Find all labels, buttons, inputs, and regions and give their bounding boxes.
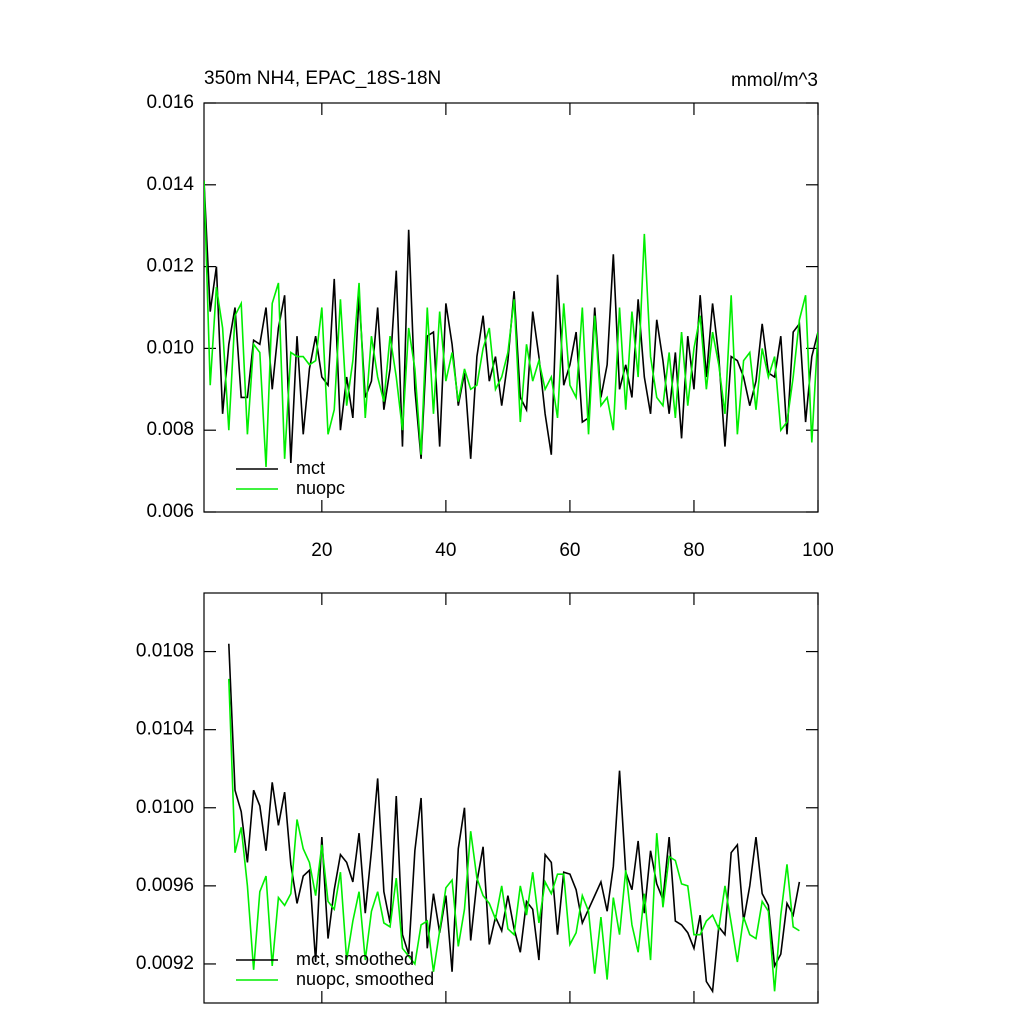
data-line	[228, 678, 800, 992]
y-tick-label: 0.014	[146, 174, 194, 195]
y-tick-label: 0.0104	[136, 719, 195, 740]
series-group	[228, 643, 801, 994]
y-tick-label: 0.012	[146, 256, 194, 277]
legend-label: mct, smoothed	[296, 949, 414, 969]
y-tick-label: 0.016	[146, 92, 194, 113]
y-tick-label: 0.0100	[136, 797, 194, 818]
x-tick-label: 20	[311, 540, 332, 561]
legend-label: nuopc, smoothed	[296, 969, 434, 989]
x-tick-label: 40	[435, 540, 456, 561]
y-tick-label: 0.006	[146, 501, 194, 522]
y-tick-label: 0.0092	[136, 953, 194, 974]
y-tick-label: 0.008	[146, 419, 194, 440]
y-tick-label: 0.0096	[136, 875, 194, 896]
plot-frame	[203, 102, 819, 513]
chart-title: 350m NH4, EPAC_18S-18N	[204, 68, 441, 89]
x-tick-label: 80	[683, 540, 704, 561]
data-line	[204, 180, 818, 468]
legend-label: nuopc	[296, 478, 345, 498]
series-group	[204, 180, 818, 468]
legend-label: mct	[296, 458, 325, 478]
y-tick-label: 0.010	[146, 337, 194, 358]
y-tick-label: 0.0108	[136, 641, 194, 662]
units-label: mmol/m^3	[731, 70, 818, 91]
x-tick-label: 100	[802, 540, 834, 561]
plot-frame	[203, 592, 819, 1004]
x-tick-label: 60	[559, 540, 580, 561]
